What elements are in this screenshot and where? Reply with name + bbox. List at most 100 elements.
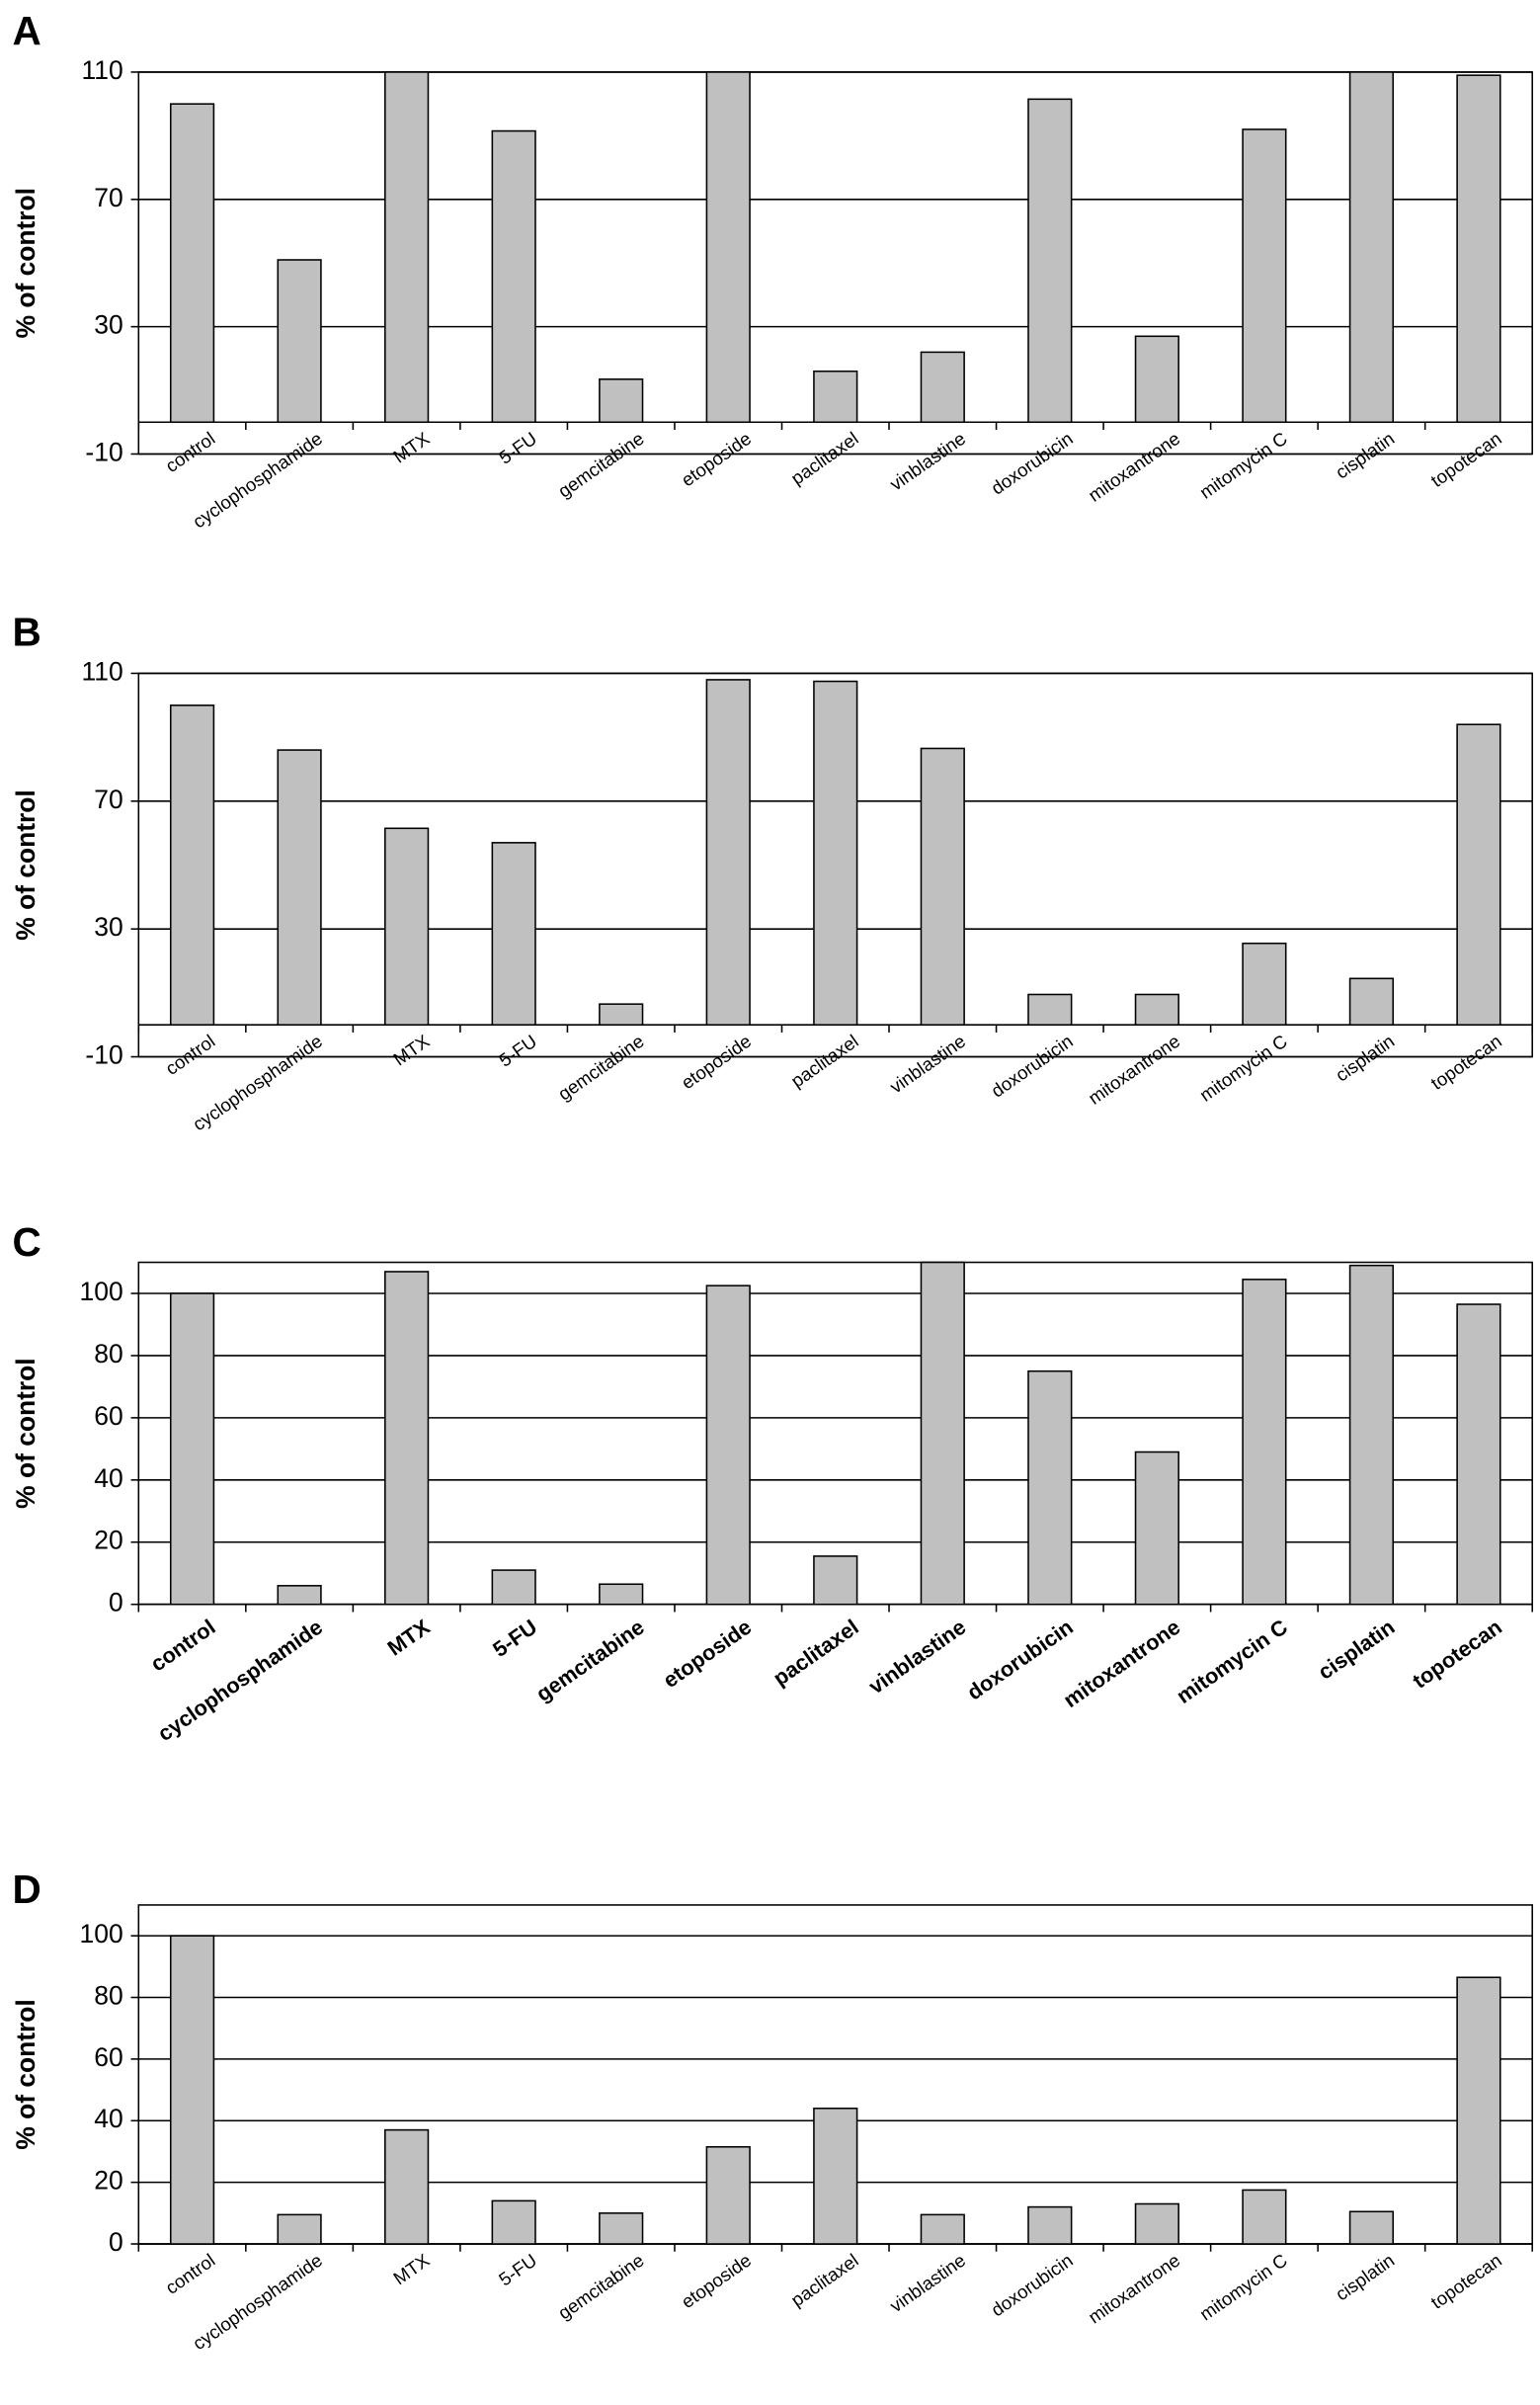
bar xyxy=(169,705,215,1026)
bar xyxy=(1242,1279,1287,1606)
x-tick-label: mitoxantrone xyxy=(1085,428,1184,506)
bar xyxy=(599,1003,644,1026)
x-tick-label: cisplatin xyxy=(1332,428,1398,483)
y-tick-label: 20 xyxy=(94,1526,122,1555)
bar xyxy=(705,71,751,424)
y-tick-label: 30 xyxy=(94,912,122,942)
bar xyxy=(920,1261,965,1606)
y-tick-label: 60 xyxy=(94,1401,122,1431)
chart-panel: D% of control020406080100controlcyclopho… xyxy=(11,1866,1533,2354)
x-tick-label: control xyxy=(146,1615,220,1677)
bar xyxy=(1242,2189,1287,2245)
bar xyxy=(1456,74,1501,424)
panel-label: B xyxy=(12,609,41,654)
panel-label: A xyxy=(12,8,41,53)
y-tick-label: 100 xyxy=(80,1919,123,1949)
y-tick-label: -10 xyxy=(85,1040,122,1070)
x-tick-label: doxorubicin xyxy=(987,428,1076,499)
bar xyxy=(491,842,536,1026)
bar xyxy=(1134,993,1179,1026)
x-tick-label: MTX xyxy=(389,428,434,467)
bar xyxy=(920,351,965,424)
y-tick-label: 110 xyxy=(81,656,122,686)
bar xyxy=(384,1271,430,1606)
y-tick-label: 70 xyxy=(94,785,122,814)
x-tick-label: gemcitabine xyxy=(531,1615,649,1706)
x-tick-label: control xyxy=(161,1031,218,1079)
x-tick-label: vinblastine xyxy=(886,2250,969,2317)
x-tick-label: mitoxantrone xyxy=(1085,2250,1184,2328)
bar xyxy=(1134,335,1179,424)
x-tick-label: paclitaxel xyxy=(787,1031,862,1092)
bar xyxy=(384,71,430,424)
bar xyxy=(277,2213,322,2245)
panel-label: C xyxy=(12,1219,41,1265)
x-tick-label: mitomycin C xyxy=(1172,1615,1292,1708)
x-tick-label: cisplatin xyxy=(1332,2250,1398,2305)
y-tick-label: -10 xyxy=(85,438,122,467)
x-tick-label: paclitaxel xyxy=(787,428,862,489)
x-tick-label: topotecan xyxy=(1427,1031,1505,1094)
x-tick-label: gemcitabine xyxy=(554,428,648,502)
y-tick-label: 80 xyxy=(94,1339,122,1368)
bar xyxy=(169,1292,215,1606)
y-axis-label: % of control xyxy=(11,1999,41,2149)
bar xyxy=(1027,993,1073,1026)
bar xyxy=(1348,977,1395,1026)
x-tick-label: topotecan xyxy=(1408,1615,1506,1694)
bar xyxy=(491,2199,536,2245)
y-tick-label: 60 xyxy=(94,2042,122,2072)
x-tick-label: MTX xyxy=(389,1031,434,1070)
y-tick-label: 0 xyxy=(109,2227,123,2257)
y-tick-label: 100 xyxy=(80,1277,123,1306)
bar xyxy=(169,1935,215,2245)
bar xyxy=(599,1583,644,1606)
bar xyxy=(1027,1369,1073,1606)
chart-panel: C% of control020406080100controlcyclopho… xyxy=(11,1219,1533,1746)
y-axis-label: % of control xyxy=(11,1358,41,1508)
plot-frame xyxy=(137,1261,1533,1606)
x-tick-label: control xyxy=(161,2250,218,2298)
bar xyxy=(1027,98,1073,424)
bar xyxy=(920,2213,965,2245)
x-tick-label: cisplatin xyxy=(1314,1615,1400,1685)
x-tick-label: gemcitabine xyxy=(554,2250,648,2324)
bar xyxy=(277,259,322,424)
y-tick-label: 110 xyxy=(81,55,122,85)
x-tick-label: cisplatin xyxy=(1332,1031,1398,1086)
bar xyxy=(384,2128,430,2245)
bar xyxy=(1456,723,1501,1026)
bar xyxy=(1134,2202,1179,2245)
x-tick-label: mitoxantrone xyxy=(1085,1031,1184,1109)
x-tick-label: mitoxantrone xyxy=(1059,1615,1185,1712)
bar xyxy=(1348,2210,1395,2245)
x-tick-label: mitomycin C xyxy=(1196,2250,1291,2325)
x-tick-label: topotecan xyxy=(1427,428,1505,491)
bar xyxy=(491,129,536,424)
y-axis-label: % of control xyxy=(11,789,41,940)
x-tick-label: 5-FU xyxy=(495,1031,540,1071)
x-tick-label: etoposide xyxy=(678,2250,756,2312)
x-tick-label: doxorubicin xyxy=(987,1031,1076,1102)
bar xyxy=(277,1585,322,1606)
bar xyxy=(1242,128,1287,424)
bar xyxy=(1348,71,1395,424)
x-tick-label: mitomycin C xyxy=(1196,1031,1291,1106)
bar xyxy=(813,370,858,424)
bar xyxy=(1456,1303,1501,1606)
bar xyxy=(705,679,751,1026)
bar xyxy=(1456,1976,1501,2245)
y-tick-label: 80 xyxy=(94,1981,122,2011)
y-tick-label: 40 xyxy=(94,1463,122,1493)
bar xyxy=(599,2212,644,2245)
x-tick-label: etoposide xyxy=(678,428,756,490)
bar xyxy=(813,1555,858,1606)
x-tick-label: gemcitabine xyxy=(554,1031,648,1105)
x-tick-label: vinblastine xyxy=(864,1615,971,1700)
bar xyxy=(1348,1264,1395,1606)
bar xyxy=(1027,2205,1073,2245)
bar xyxy=(169,103,215,424)
panel-label: D xyxy=(12,1866,41,1912)
